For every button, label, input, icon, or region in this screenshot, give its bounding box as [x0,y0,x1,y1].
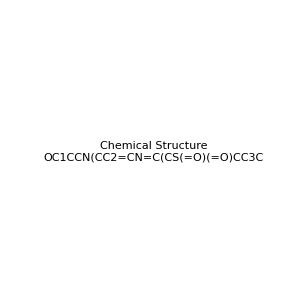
Text: Chemical Structure
OC1CCN(CC2=CN=C(CS(=O)(=O)CC3C: Chemical Structure OC1CCN(CC2=CN=C(CS(=O… [44,141,264,162]
